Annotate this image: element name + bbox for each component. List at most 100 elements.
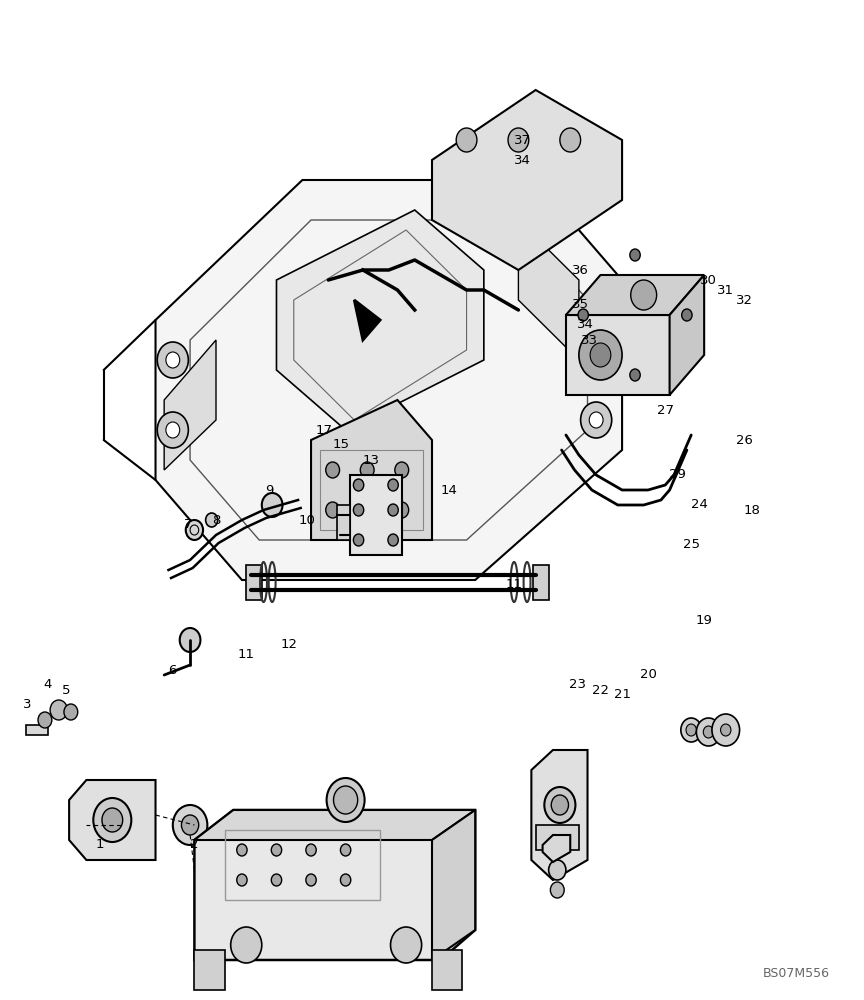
Polygon shape [194, 810, 475, 840]
Text: 13: 13 [363, 454, 380, 466]
Circle shape [560, 128, 581, 152]
Circle shape [721, 724, 731, 736]
Bar [320, 450, 423, 530]
Bar [350, 475, 402, 555]
Circle shape [306, 874, 316, 886]
Circle shape [391, 927, 422, 963]
Circle shape [544, 787, 575, 823]
Circle shape [388, 504, 398, 516]
Text: BS07M556: BS07M556 [762, 967, 829, 980]
Circle shape [353, 534, 364, 546]
Circle shape [326, 462, 340, 478]
Circle shape [157, 412, 188, 448]
Polygon shape [69, 780, 156, 860]
Text: 35: 35 [572, 298, 589, 312]
Polygon shape [156, 180, 622, 580]
Circle shape [231, 927, 262, 963]
Text: 6: 6 [168, 664, 177, 676]
Circle shape [681, 718, 702, 742]
Circle shape [237, 844, 247, 856]
Circle shape [631, 280, 657, 310]
Text: 9: 9 [265, 484, 274, 496]
Circle shape [166, 422, 180, 438]
Text: 25: 25 [683, 538, 700, 552]
Circle shape [186, 520, 203, 540]
Bar [225, 830, 380, 900]
Polygon shape [566, 275, 704, 315]
Text: 18: 18 [743, 504, 760, 516]
Text: 23: 23 [569, 678, 586, 692]
Polygon shape [311, 400, 432, 540]
Circle shape [581, 402, 612, 438]
Polygon shape [432, 810, 475, 960]
Circle shape [712, 714, 740, 746]
Text: 7: 7 [184, 518, 193, 532]
Circle shape [271, 874, 282, 886]
Circle shape [590, 343, 611, 367]
Circle shape [327, 778, 365, 822]
Circle shape [395, 462, 409, 478]
Polygon shape [276, 210, 484, 430]
Circle shape [102, 808, 123, 832]
Circle shape [173, 805, 207, 845]
Text: 5: 5 [62, 684, 71, 696]
Text: 27: 27 [657, 403, 674, 416]
Bar [337, 505, 350, 540]
Circle shape [686, 724, 696, 736]
Text: 11: 11 [238, 648, 255, 662]
Text: 21: 21 [613, 688, 631, 702]
Polygon shape [566, 315, 670, 395]
Text: 14: 14 [441, 484, 458, 496]
Circle shape [578, 309, 588, 321]
Polygon shape [164, 340, 216, 470]
Circle shape [38, 712, 52, 728]
Circle shape [93, 798, 131, 842]
Circle shape [157, 342, 188, 378]
Circle shape [388, 534, 398, 546]
Text: 15: 15 [333, 438, 350, 452]
Text: 19: 19 [696, 613, 713, 626]
Polygon shape [354, 300, 380, 340]
Text: 12: 12 [281, 639, 298, 652]
Circle shape [237, 874, 247, 886]
Text: 34: 34 [514, 153, 531, 166]
Circle shape [696, 718, 721, 746]
Circle shape [50, 700, 67, 720]
Text: 11: 11 [505, 578, 523, 591]
Bar [246, 565, 262, 600]
Circle shape [589, 302, 603, 318]
Circle shape [551, 795, 569, 815]
Bar [533, 565, 549, 600]
Bar [432, 950, 462, 990]
Circle shape [550, 882, 564, 898]
Text: 29: 29 [669, 468, 686, 482]
Text: 31: 31 [717, 284, 734, 296]
Text: 30: 30 [700, 273, 717, 286]
Circle shape [64, 704, 78, 720]
Text: 26: 26 [736, 434, 753, 446]
Circle shape [353, 504, 364, 516]
Circle shape [353, 479, 364, 491]
Circle shape [703, 726, 714, 738]
Text: 24: 24 [691, 498, 708, 512]
Circle shape [166, 352, 180, 368]
Text: 2: 2 [190, 838, 199, 852]
Circle shape [360, 462, 374, 478]
Polygon shape [26, 725, 48, 735]
Circle shape [388, 479, 398, 491]
Circle shape [334, 786, 358, 814]
Text: 37: 37 [514, 133, 531, 146]
Circle shape [549, 860, 566, 880]
Circle shape [326, 502, 340, 518]
Circle shape [581, 292, 612, 328]
Circle shape [630, 369, 640, 381]
Circle shape [262, 493, 283, 517]
Circle shape [360, 502, 374, 518]
Circle shape [630, 249, 640, 261]
Text: 22: 22 [592, 684, 609, 696]
Text: 32: 32 [736, 294, 753, 306]
Bar [536, 825, 579, 850]
Bar [194, 950, 225, 990]
Circle shape [271, 844, 282, 856]
Circle shape [181, 815, 199, 835]
